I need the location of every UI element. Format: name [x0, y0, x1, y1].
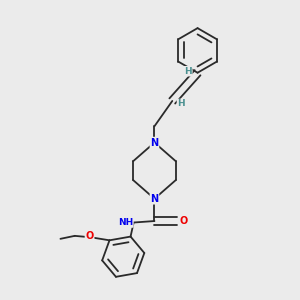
Text: O: O	[85, 231, 94, 242]
Text: N: N	[150, 194, 158, 204]
Text: NH: NH	[118, 218, 133, 227]
Text: O: O	[179, 216, 188, 226]
Text: N: N	[150, 138, 158, 148]
Text: H: H	[177, 99, 185, 108]
Text: H: H	[184, 67, 192, 76]
